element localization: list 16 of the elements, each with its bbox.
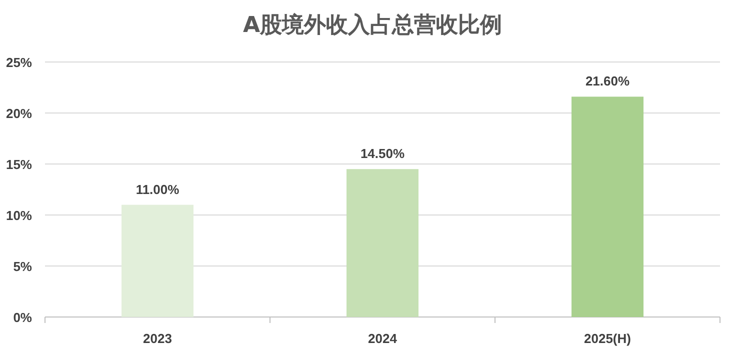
bar (572, 96, 644, 317)
x-tick-label: 2024 (368, 331, 398, 346)
y-tick-label: 10% (6, 208, 32, 223)
x-tick-label: 2023 (143, 331, 172, 346)
bar (122, 204, 194, 317)
y-tick-label: 20% (6, 106, 32, 121)
y-tick-label: 5% (13, 259, 32, 274)
y-tick-label: 0% (13, 310, 32, 325)
chart-title: A股境外收入占总营收比例 (242, 12, 502, 38)
bar (346, 169, 418, 317)
data-label: 21.60% (585, 74, 630, 89)
x-tick-label: 2025(H) (584, 331, 631, 346)
data-label: 14.50% (360, 146, 405, 162)
y-tick-label: 15% (6, 157, 32, 172)
y-tick-label: 25% (6, 55, 32, 70)
data-label: 11.00% (136, 182, 180, 197)
